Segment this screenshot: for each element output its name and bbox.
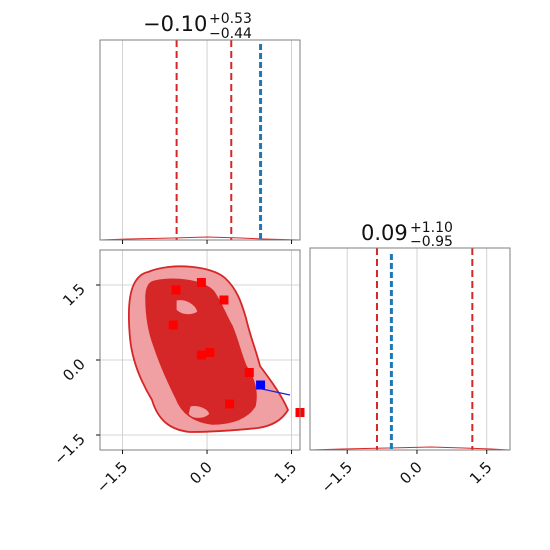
hist2-title-value: 0.09: [361, 221, 408, 245]
scatter-point-red: [196, 350, 206, 360]
scatter-point-red: [219, 295, 229, 305]
hist1-title-minus: −0.44: [209, 26, 252, 42]
hist2-xticks: −1.5 0.0 1.5: [318, 450, 496, 497]
scatter-point-red: [171, 285, 181, 295]
hist-panel-1: −0.10 +0.53 −0.44: [99, 11, 301, 244]
scatter-point-red: [196, 278, 206, 287]
scatter-xtick-label: −1.5: [93, 458, 131, 496]
scatter-ytick-label: 1.5: [59, 280, 89, 310]
hist2-title-minus: −0.95: [410, 234, 453, 250]
hist1-grid: [122, 40, 292, 240]
hist1-title: −0.10: [143, 12, 207, 36]
hist1-curve: [99, 236, 301, 241]
hist1-xticks: [122, 240, 293, 244]
hist2-title-plus: +1.10: [410, 220, 453, 236]
hist2-xtick-label: 1.5: [466, 458, 496, 488]
scatter-point-blue: [256, 380, 266, 390]
scatter-frame: [99, 249, 301, 451]
scatter-panel: −1.5 0.0 1.5 1.5 0.0 −1.5: [50, 249, 305, 497]
scatter-point-red: [168, 320, 178, 330]
scatter-yticks: 1.5 0.0 −1.5: [50, 280, 100, 469]
hist2-frame: [309, 247, 511, 451]
scatter-ytick-label: −1.5: [50, 430, 88, 468]
contour-inner-hole-2: [187, 404, 211, 420]
hist-panel-2: −1.5 0.0 1.5 0.09 +1.10 −0.95: [309, 220, 511, 497]
hist1-title-value: −0.10: [143, 12, 207, 36]
scatter-xtick-label: 1.5: [271, 458, 301, 488]
scatter-point-red: [205, 348, 215, 357]
hist1-title-plus: +0.53: [209, 11, 252, 27]
scatter-ytick-label: 0.0: [59, 355, 89, 385]
scatter-xticks: −1.5 0.0 1.5: [93, 450, 301, 497]
hist2-title: 0.09: [361, 221, 408, 245]
scatter-point-red: [225, 399, 235, 409]
hist2-xtick-label: −1.5: [318, 458, 356, 496]
hist2-curve: [309, 446, 511, 451]
hist2-grid: [346, 248, 488, 450]
hist2-xtick-label: 0.0: [396, 458, 426, 488]
contour-inner-hole-1: [175, 299, 199, 316]
contour-tail-line: [261, 388, 291, 396]
scatter-xtick-label: 0.0: [186, 458, 216, 488]
scatter-point-red: [244, 368, 254, 377]
hist1-frame: [99, 39, 301, 241]
